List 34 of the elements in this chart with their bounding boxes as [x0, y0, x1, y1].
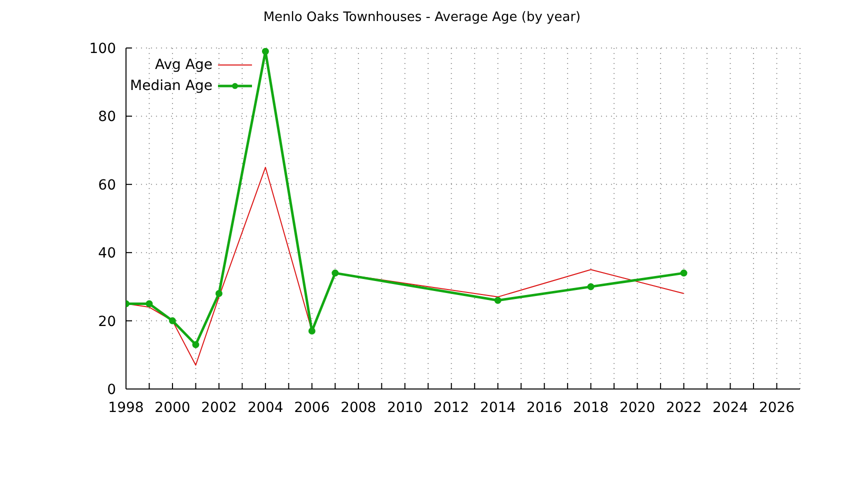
x-tick-label: 2002: [201, 400, 237, 416]
x-tick-label: 2016: [526, 400, 562, 416]
x-tick-label: 2008: [340, 400, 376, 416]
point: [494, 296, 502, 304]
x-tick-label: 2022: [666, 400, 702, 416]
point: [587, 283, 594, 290]
x-tick-label: 2004: [248, 400, 284, 416]
y-tick-label: 20: [98, 314, 116, 330]
point: [146, 300, 153, 308]
x-tick-label: 2020: [619, 400, 656, 416]
chart-title: Menlo Oaks Townhouses - Average Age (by year): [262, 10, 582, 25]
x-tick-label: 2024: [712, 400, 748, 416]
x-tick-label: 2018: [573, 400, 609, 416]
x-tick-label: 2014: [480, 400, 516, 416]
x-tick-label: 2006: [294, 400, 330, 416]
x-tick-label: 2010: [387, 400, 423, 416]
point: [262, 48, 269, 55]
point: [308, 328, 316, 335]
x-tick-label: 2000: [154, 400, 190, 416]
y-tick-label: 60: [98, 177, 116, 194]
point: [680, 270, 688, 277]
legend-label: Avg Age: [154, 56, 212, 72]
point: [215, 290, 222, 298]
x-tick-label: 1998: [108, 400, 144, 416]
y-tick-label: 100: [89, 40, 116, 57]
x-tick-label: 2012: [434, 400, 470, 416]
y-tick-label: 0: [107, 382, 116, 398]
legend-label: Median Age: [130, 78, 212, 94]
y-tick-label: 80: [98, 109, 116, 126]
x-tick-label: 2026: [758, 400, 795, 416]
point: [192, 341, 200, 348]
point: [168, 317, 176, 324]
point: [332, 270, 339, 277]
y-tick-label: 40: [98, 246, 116, 262]
